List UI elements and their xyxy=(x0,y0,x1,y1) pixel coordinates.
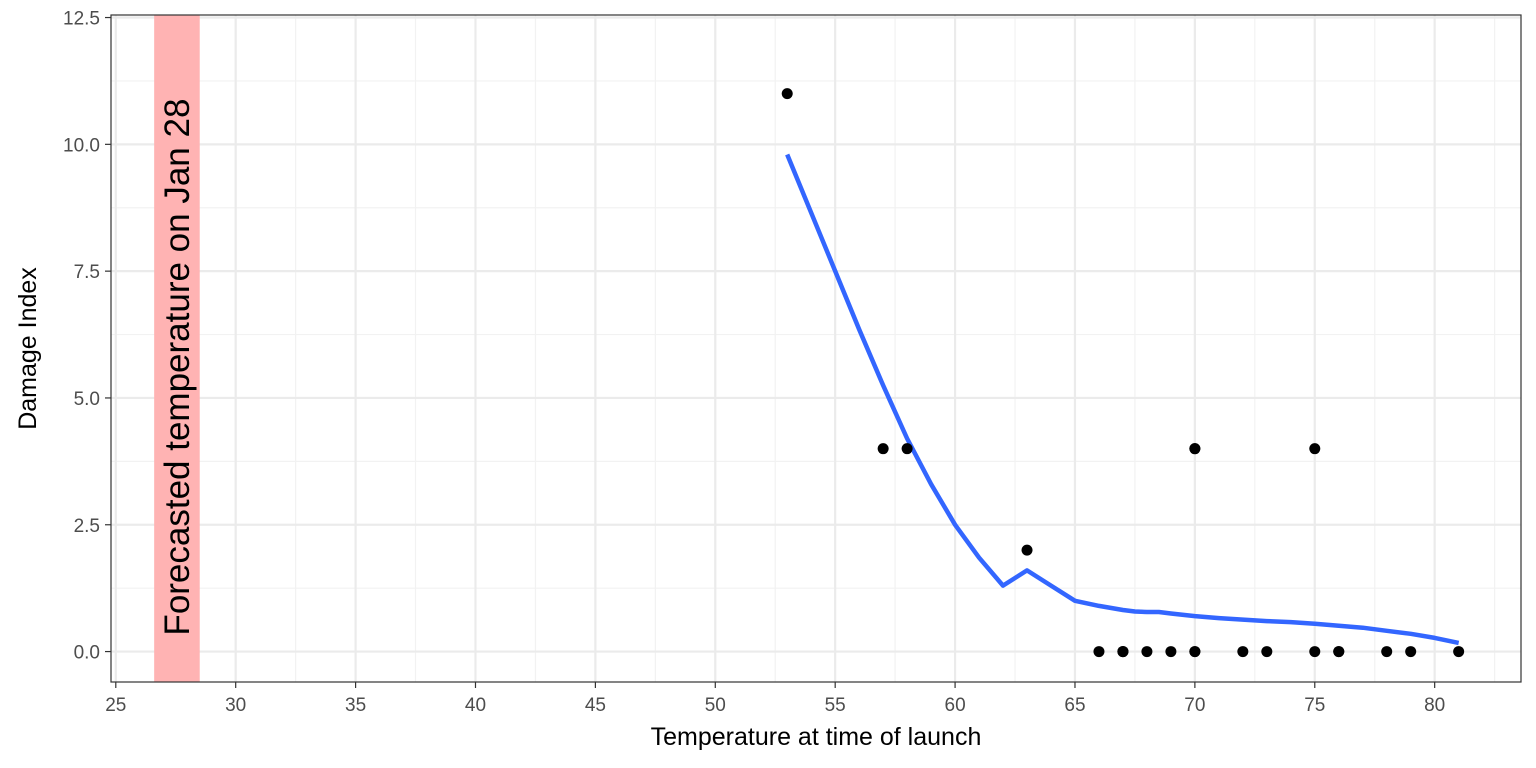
data-point xyxy=(1021,544,1033,556)
data-point xyxy=(1189,646,1201,658)
y-tick-label: 2.5 xyxy=(74,516,100,537)
data-point xyxy=(1165,646,1177,658)
data-point xyxy=(781,88,793,100)
forecast-temperature-band xyxy=(154,15,200,682)
data-point xyxy=(1381,646,1393,658)
data-point xyxy=(1189,443,1201,455)
data-point xyxy=(1405,646,1417,658)
y-tick-label: 5.0 xyxy=(74,389,100,410)
data-point xyxy=(1141,646,1153,658)
data-point xyxy=(877,443,889,455)
x-tick-label: 60 xyxy=(945,695,966,716)
major-gridlines xyxy=(111,15,1521,682)
data-point xyxy=(1237,646,1249,658)
x-tick-label: 30 xyxy=(225,695,246,716)
data-point xyxy=(1261,646,1273,658)
data-point xyxy=(1117,646,1129,658)
x-tick-label: 75 xyxy=(1304,695,1325,716)
x-tick-label: 65 xyxy=(1064,695,1085,716)
x-tick-label: 50 xyxy=(705,695,726,716)
x-tick-label: 45 xyxy=(585,695,606,716)
data-point xyxy=(1309,443,1321,455)
data-point xyxy=(1309,646,1321,658)
smooth-trend-line xyxy=(785,153,1460,646)
x-tick-label: 70 xyxy=(1184,695,1205,716)
x-axis-ticks: 25 30 35 40 45 50 55 60 65 70 75 80 xyxy=(105,682,1445,716)
y-tick-label: 12.5 xyxy=(63,9,100,30)
plot-panel xyxy=(111,15,1521,682)
data-point xyxy=(1093,646,1105,658)
minor-gridlines xyxy=(111,15,1521,682)
x-tick-label: 40 xyxy=(465,695,486,716)
x-tick-label: 35 xyxy=(345,695,366,716)
x-tick-label: 80 xyxy=(1424,695,1445,716)
data-point xyxy=(901,443,913,455)
plot-panel-border xyxy=(110,14,1522,683)
data-points xyxy=(781,88,1465,658)
forecast-band-label: Forecasted temperature on Jan 28 xyxy=(158,99,197,636)
y-tick-label: 0.0 xyxy=(74,643,100,664)
y-tick-label: 7.5 xyxy=(74,262,100,283)
x-axis-title: Temperature at time of launch xyxy=(651,723,982,751)
x-tick-label: 25 xyxy=(105,695,126,716)
y-axis-title: Damage Index xyxy=(14,267,42,430)
y-tick-label: 10.0 xyxy=(63,135,100,156)
data-point xyxy=(1453,646,1465,658)
data-point xyxy=(1333,646,1345,658)
x-tick-label: 55 xyxy=(825,695,846,716)
y-axis-ticks: 0.0 2.5 5.0 7.5 10.0 12.5 xyxy=(63,9,111,664)
